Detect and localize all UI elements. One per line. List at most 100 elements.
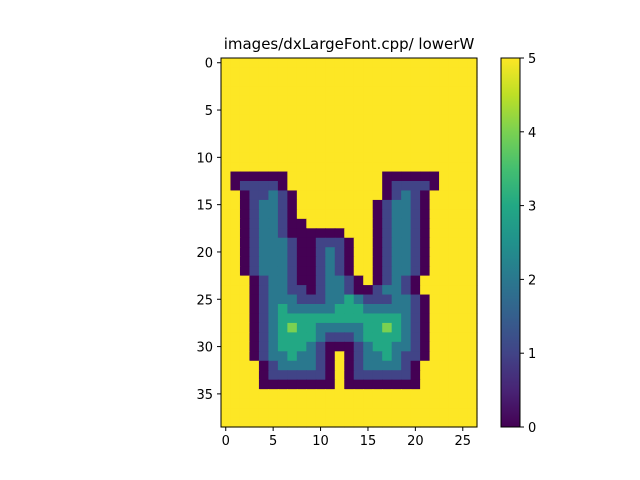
- heatmap-cell: [344, 332, 355, 343]
- heatmap-cell: [277, 389, 288, 400]
- heatmap-cell: [344, 389, 355, 400]
- heatmap-cell: [306, 190, 317, 201]
- heatmap-cell: [353, 408, 364, 419]
- heatmap-cell: [315, 398, 326, 409]
- heatmap-cell: [372, 304, 383, 315]
- heatmap-cell: [325, 199, 336, 210]
- heatmap-cell: [268, 95, 279, 106]
- heatmap-cell: [382, 360, 393, 371]
- heatmap-cell: [258, 379, 270, 390]
- chart-title: images/dxLargeFont.cpp/ lowerW: [224, 35, 475, 53]
- heatmap-cell: [344, 341, 355, 352]
- heatmap-cell: [239, 341, 251, 352]
- heatmap-cell: [344, 256, 355, 267]
- heatmap-cell: [296, 370, 307, 381]
- heatmap-cell: [353, 256, 364, 267]
- heatmap-cell: [420, 304, 431, 315]
- heatmap-cell: [353, 266, 364, 277]
- heatmap-cell: [363, 162, 374, 173]
- heatmap-cell: [391, 341, 402, 352]
- heatmap-cell: [239, 285, 251, 296]
- heatmap-cell: [410, 181, 421, 192]
- heatmap-cell: [239, 360, 251, 371]
- heatmap-cell: [353, 389, 364, 400]
- heatmap-cell: [363, 124, 374, 135]
- heatmap-cell: [287, 228, 298, 239]
- heatmap-cell: [401, 408, 412, 419]
- heatmap-cell: [372, 341, 383, 352]
- heatmap-cell: [353, 398, 364, 409]
- heatmap-cell: [391, 171, 402, 182]
- heatmap-cell: [429, 58, 440, 69]
- heatmap-cell: [268, 398, 279, 409]
- heatmap-cell: [401, 322, 412, 333]
- heatmap-cell: [334, 105, 345, 116]
- heatmap-cell: [325, 247, 336, 258]
- heatmap-cell: [420, 247, 431, 258]
- heatmap-cell: [410, 313, 421, 324]
- heatmap-cell: [249, 152, 260, 163]
- heatmap-cell: [401, 190, 412, 201]
- heatmap-cell: [467, 95, 478, 106]
- heatmap-cell: [353, 351, 364, 362]
- heatmap-cell: [401, 152, 412, 163]
- heatmap-cell: [334, 124, 345, 135]
- heatmap-cell: [287, 417, 298, 428]
- heatmap-cell: [221, 304, 232, 315]
- heatmap-cell: [448, 398, 459, 409]
- heatmap-cell: [221, 417, 232, 428]
- heatmap-cell: [325, 162, 336, 173]
- heatmap-cell: [239, 67, 251, 78]
- heatmap-cell: [306, 105, 317, 116]
- x-tick-label: 25: [455, 434, 472, 449]
- heatmap-cell: [467, 322, 478, 333]
- heatmap-cell: [325, 313, 336, 324]
- heatmap-cell: [249, 341, 260, 352]
- colorbar-tick-label: 4: [528, 126, 536, 141]
- heatmap-cell: [372, 351, 383, 362]
- heatmap-cell: [353, 360, 364, 371]
- heatmap-cell: [221, 237, 232, 248]
- colorbar-tick-label: 3: [528, 200, 536, 215]
- heatmap-cell: [372, 143, 383, 154]
- heatmap-cell: [239, 95, 251, 106]
- heatmap-cell: [458, 124, 469, 135]
- heatmap-cell: [458, 143, 469, 154]
- heatmap-cell: [315, 133, 326, 144]
- heatmap-cell: [325, 95, 336, 106]
- heatmap-cell: [221, 398, 232, 409]
- heatmap-cell: [467, 332, 478, 343]
- heatmap-cell: [391, 360, 402, 371]
- colorbar-ticks: 0 1 2 3 4 5: [520, 52, 536, 436]
- heatmap-cell: [249, 285, 260, 296]
- heatmap-cell: [401, 199, 412, 210]
- heatmap-cell: [315, 95, 326, 106]
- heatmap-cell: [458, 360, 469, 371]
- heatmap-cell: [429, 152, 440, 163]
- heatmap-cell: [268, 379, 279, 390]
- heatmap-cell: [268, 162, 279, 173]
- heatmap-cell: [372, 162, 383, 173]
- heatmap-cell: [306, 247, 317, 258]
- heatmap-cell: [372, 114, 383, 125]
- heatmap-cell: [410, 304, 421, 315]
- heatmap-cell: [334, 341, 345, 352]
- heatmap-cell: [230, 322, 241, 333]
- heatmap-cell: [258, 162, 270, 173]
- heatmap-cell: [249, 313, 260, 324]
- heatmap-cell: [401, 105, 412, 116]
- heatmap-cell: [230, 360, 241, 371]
- heatmap-cell: [334, 398, 345, 409]
- heatmap-cell: [287, 408, 298, 419]
- heatmap-cell: [458, 76, 469, 87]
- heatmap-cell: [268, 275, 279, 286]
- heatmap-cell: [429, 398, 440, 409]
- heatmap-cell: [287, 360, 298, 371]
- heatmap-cell: [420, 256, 431, 267]
- heatmap-cell: [420, 190, 431, 201]
- heatmap-cell: [372, 228, 383, 239]
- heatmap-cell: [448, 341, 459, 352]
- heatmap-cell: [401, 171, 412, 182]
- heatmap-cell: [268, 237, 279, 248]
- heatmap-cell: [458, 266, 469, 277]
